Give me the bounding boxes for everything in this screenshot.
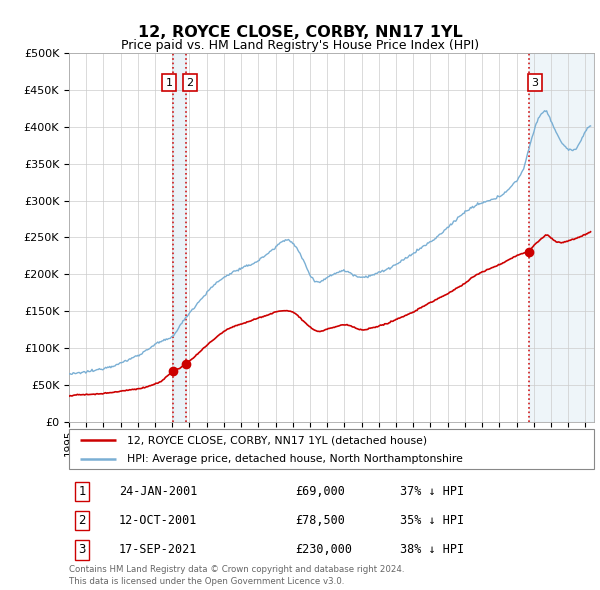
Text: HPI: Average price, detached house, North Northamptonshire: HPI: Average price, detached house, Nort… — [127, 454, 463, 464]
Text: 12, ROYCE CLOSE, CORBY, NN17 1YL: 12, ROYCE CLOSE, CORBY, NN17 1YL — [137, 25, 463, 40]
Text: 35% ↓ HPI: 35% ↓ HPI — [400, 514, 464, 527]
Text: £78,500: £78,500 — [295, 514, 344, 527]
Text: 12, ROYCE CLOSE, CORBY, NN17 1YL (detached house): 12, ROYCE CLOSE, CORBY, NN17 1YL (detach… — [127, 435, 427, 445]
Text: 1: 1 — [79, 485, 86, 498]
FancyBboxPatch shape — [69, 429, 594, 469]
Text: 3: 3 — [79, 543, 86, 556]
Text: 17-SEP-2021: 17-SEP-2021 — [119, 543, 197, 556]
Text: 3: 3 — [532, 78, 538, 87]
Text: Contains HM Land Registry data © Crown copyright and database right 2024.
This d: Contains HM Land Registry data © Crown c… — [69, 565, 404, 586]
Bar — [529, 53, 594, 422]
Text: 37% ↓ HPI: 37% ↓ HPI — [400, 485, 464, 498]
Text: £230,000: £230,000 — [295, 543, 352, 556]
Text: 12-OCT-2001: 12-OCT-2001 — [119, 514, 197, 527]
Text: 38% ↓ HPI: 38% ↓ HPI — [400, 543, 464, 556]
Text: 2: 2 — [79, 514, 86, 527]
Text: Price paid vs. HM Land Registry's House Price Index (HPI): Price paid vs. HM Land Registry's House … — [121, 39, 479, 52]
Bar — [173, 53, 186, 422]
Text: 2: 2 — [187, 78, 194, 87]
Text: 1: 1 — [166, 78, 173, 87]
Text: 24-JAN-2001: 24-JAN-2001 — [119, 485, 197, 498]
Text: £69,000: £69,000 — [295, 485, 344, 498]
